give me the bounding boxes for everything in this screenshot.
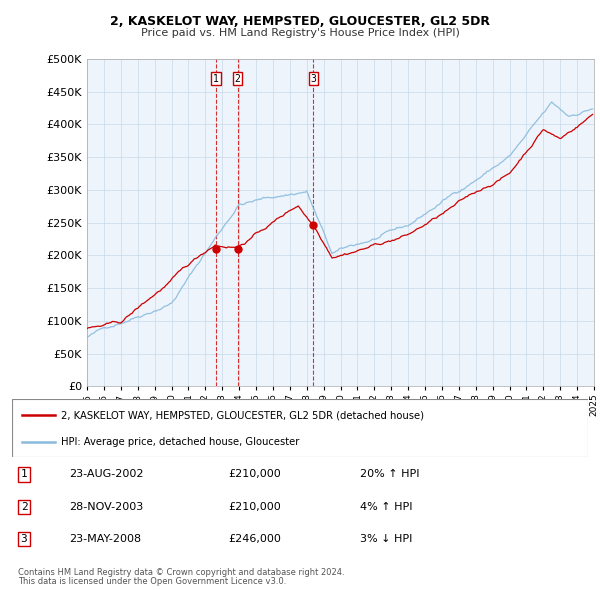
- Text: 23-AUG-2002: 23-AUG-2002: [69, 470, 143, 479]
- Text: 1: 1: [213, 74, 219, 84]
- Text: This data is licensed under the Open Government Licence v3.0.: This data is licensed under the Open Gov…: [18, 578, 286, 586]
- Text: 3: 3: [310, 74, 316, 84]
- Text: 28-NOV-2003: 28-NOV-2003: [69, 502, 143, 512]
- Text: £246,000: £246,000: [228, 535, 281, 544]
- Text: 20% ↑ HPI: 20% ↑ HPI: [360, 470, 419, 479]
- Text: 2: 2: [20, 502, 28, 512]
- Text: 1: 1: [20, 470, 28, 479]
- Text: 2, KASKELOT WAY, HEMPSTED, GLOUCESTER, GL2 5DR: 2, KASKELOT WAY, HEMPSTED, GLOUCESTER, G…: [110, 15, 490, 28]
- Text: 3: 3: [20, 535, 28, 544]
- Text: 2: 2: [235, 74, 241, 84]
- Text: Contains HM Land Registry data © Crown copyright and database right 2024.: Contains HM Land Registry data © Crown c…: [18, 568, 344, 577]
- Text: £210,000: £210,000: [228, 470, 281, 479]
- Text: HPI: Average price, detached house, Gloucester: HPI: Average price, detached house, Glou…: [61, 437, 299, 447]
- Text: 23-MAY-2008: 23-MAY-2008: [69, 535, 141, 544]
- Text: 4% ↑ HPI: 4% ↑ HPI: [360, 502, 413, 512]
- Text: £210,000: £210,000: [228, 502, 281, 512]
- Text: 2, KASKELOT WAY, HEMPSTED, GLOUCESTER, GL2 5DR (detached house): 2, KASKELOT WAY, HEMPSTED, GLOUCESTER, G…: [61, 410, 424, 420]
- Text: 3% ↓ HPI: 3% ↓ HPI: [360, 535, 412, 544]
- Text: Price paid vs. HM Land Registry's House Price Index (HPI): Price paid vs. HM Land Registry's House …: [140, 28, 460, 38]
